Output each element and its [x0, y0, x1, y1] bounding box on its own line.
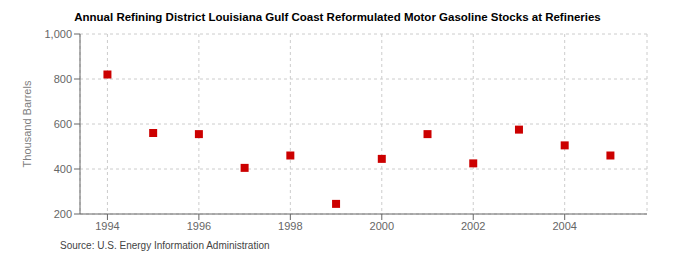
svg-text:800: 800 — [54, 73, 72, 85]
html-text:Source: U.S. Energy Informatio: Source: U.S. Energy Information Administ… — [60, 240, 270, 251]
svg-text:2002: 2002 — [461, 220, 485, 232]
svg-text:1,000: 1,000 — [44, 28, 72, 40]
svg-text:1998: 1998 — [278, 220, 302, 232]
svg-text:2000: 2000 — [370, 220, 394, 232]
svg-text:Thousand Barrels: Thousand Barrels — [21, 80, 33, 167]
html-text:Annual Refining District Louis: Annual Refining District Louisiana Gulf … — [74, 11, 601, 23]
svg-text:1996: 1996 — [187, 220, 211, 232]
svg-text:1994: 1994 — [95, 220, 119, 232]
svg-text:600: 600 — [54, 118, 72, 130]
svg-text:200: 200 — [54, 208, 72, 220]
svg-text:400: 400 — [54, 163, 72, 175]
svg-text:2004: 2004 — [552, 220, 576, 232]
